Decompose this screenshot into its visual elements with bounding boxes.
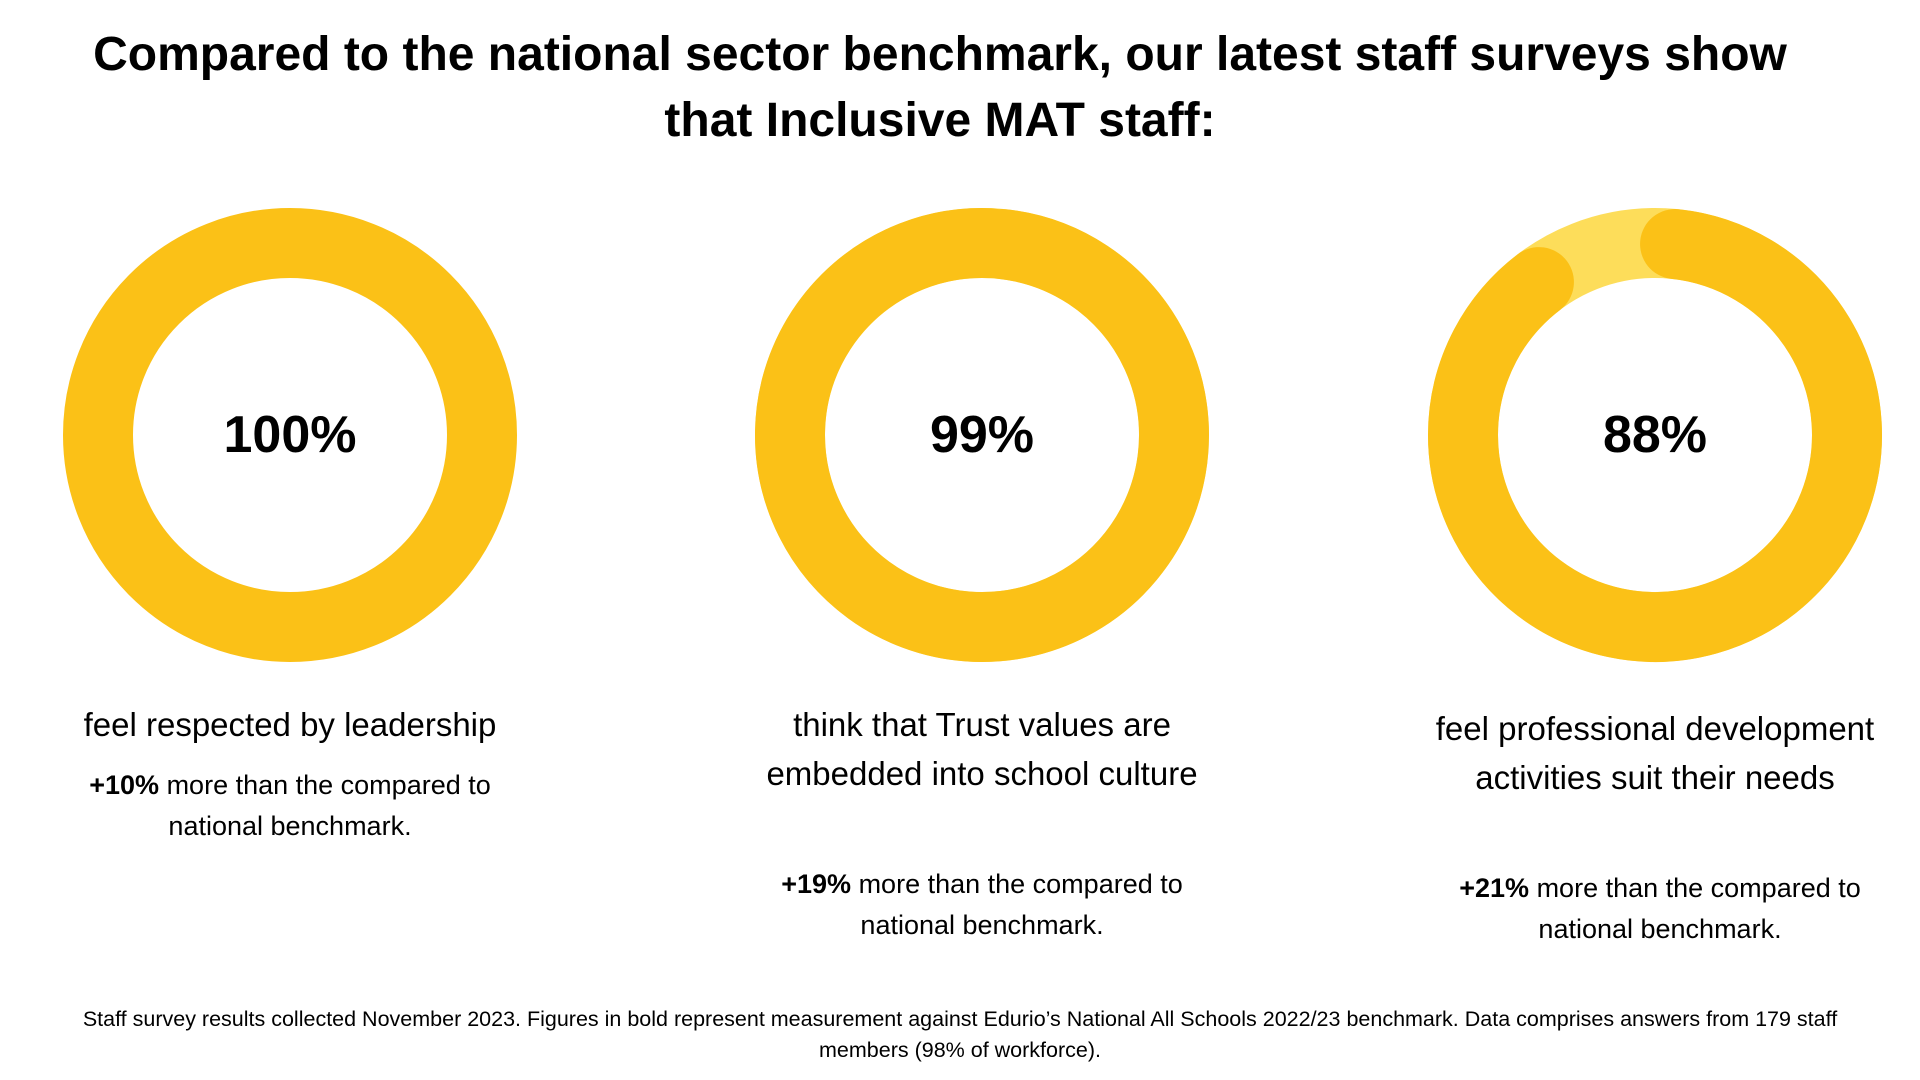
donut-svg [755,208,1209,662]
donut-value-label: 88% [1602,406,1708,464]
benchmark-note-respected: +10% more than the compared to national … [50,765,530,847]
benchmark-note-trust-values: +19% more than the compared to national … [742,864,1222,946]
caption-trust-values: think that Trust values are embedded int… [766,706,1198,792]
donut-value-arc [755,208,1209,662]
donut-chart-professional-development: 88% [1425,205,1885,665]
donut-value-label: 99% [929,406,1035,464]
delta-value: +21% [1459,873,1530,903]
donut-svg [1428,208,1882,662]
delta-text: more than the compared to national bench… [851,869,1183,940]
donut-track [63,208,517,662]
delta-value: +19% [781,869,852,899]
page-title: Compared to the national sector benchmar… [40,22,1840,154]
donut-value-label: 100% [223,406,357,464]
donut-value-arc [1428,209,1882,662]
title-line-1: Compared to the national sector benchmar… [93,28,1787,81]
caption-professional-development: feel professional development activities… [1435,710,1875,796]
benchmark-note-professional-development: +21% more than the compared to national … [1420,868,1900,950]
title-line-2: that Inclusive MAT staff: [664,94,1216,147]
delta-value: +10% [89,770,160,800]
footnote: Staff survey results collected November … [82,1007,1838,1062]
donut-svg [63,208,517,662]
delta-text: more than the compared to national bench… [159,770,491,841]
donut-chart-trust-values: 99% [752,205,1212,665]
delta-text: more than the compared to national bench… [1529,873,1861,944]
caption-respected: feel respected by leadership [83,706,497,743]
donut-chart-respected: 100% [60,205,520,665]
